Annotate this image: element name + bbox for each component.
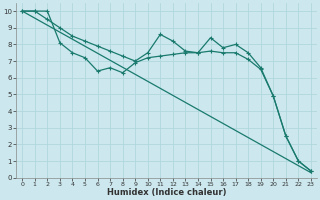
X-axis label: Humidex (Indice chaleur): Humidex (Indice chaleur) bbox=[107, 188, 226, 197]
